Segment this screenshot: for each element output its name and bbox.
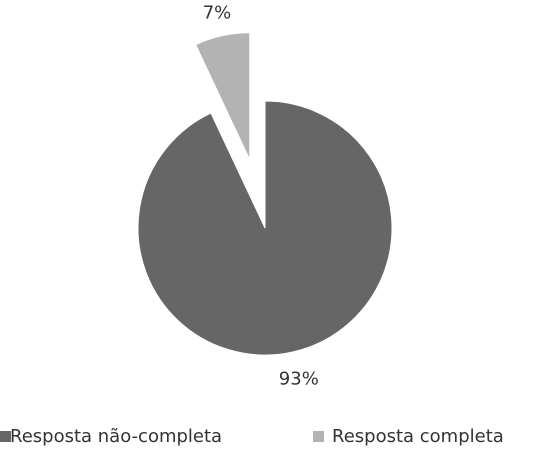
- legend-marker: [0, 431, 11, 442]
- legend-marker: [313, 431, 324, 442]
- data-label: 93%: [279, 368, 319, 389]
- pie-slice: [194, 32, 251, 160]
- legend-label: Resposta completa: [332, 426, 504, 447]
- data-label: 7%: [203, 2, 232, 23]
- legend-label: Resposta não-completa: [10, 426, 222, 447]
- pie-slice: [137, 100, 393, 356]
